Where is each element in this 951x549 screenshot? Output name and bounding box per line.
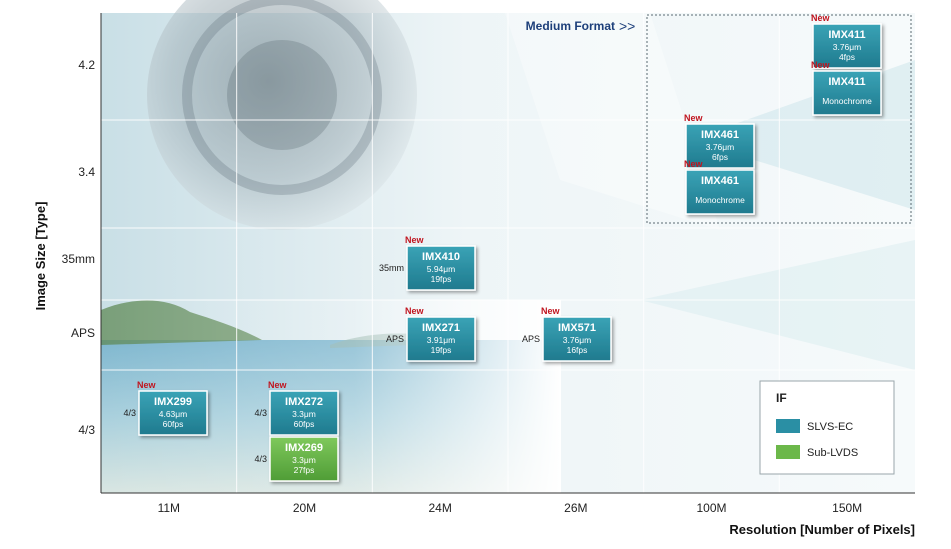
- axes: [100, 13, 915, 494]
- sensor-detail: 27fps: [294, 465, 315, 475]
- medium-format-box: [646, 14, 912, 224]
- sensor-size-label: 4/3: [254, 454, 267, 464]
- sensor-name: IMX272: [285, 396, 323, 408]
- new-badge: New: [137, 380, 157, 390]
- new-badge: New: [541, 306, 561, 316]
- sensor-detail: 19fps: [431, 274, 452, 284]
- sensor-name: IMX269: [285, 442, 323, 454]
- lens-ring-image: [182, 0, 382, 195]
- sensor-detail: 16fps: [567, 345, 588, 355]
- sensor-size-label: APS: [386, 334, 404, 344]
- sensor-detail: 3.76μm: [706, 142, 735, 152]
- y-tick-label: 4/3: [78, 423, 95, 437]
- legend-label: Sub-LVDS: [807, 447, 858, 459]
- sensor-box: IMX461 Monochrome New: [684, 159, 755, 215]
- sensor-marks: IMX4113.76μm4fpsNewIMX411MonochromeNewIM…: [123, 13, 882, 482]
- sensor-box-body: [542, 316, 612, 362]
- legend: IF SLVS-EC Sub-LVDS: [759, 380, 895, 475]
- x-tick-label: 150M: [832, 501, 862, 515]
- sensor-size-label: 4/3: [123, 408, 136, 418]
- sensor-box-body: [269, 390, 339, 436]
- sensor-detail: 3.3μm: [292, 409, 316, 419]
- sensor-box-body: [685, 123, 755, 169]
- sensor-name: IMX461: [701, 129, 739, 141]
- sensor-name: IMX299: [154, 396, 192, 408]
- new-badge: New: [405, 235, 425, 245]
- sensor-detail: 19fps: [431, 345, 452, 355]
- x-tick-label: 100M: [696, 501, 726, 515]
- sensor-name: IMX571: [558, 322, 596, 334]
- x-tick-label: 11M: [158, 501, 180, 515]
- sensor-detail: 60fps: [294, 419, 315, 429]
- y-tick-label: 35mm: [62, 252, 95, 266]
- sensor-box-body: [812, 70, 882, 116]
- sensor-box: IMX411 Monochrome New: [811, 60, 882, 116]
- new-badge: New: [405, 306, 425, 316]
- lens-core-image: [227, 40, 337, 150]
- sensor-detail: 6fps: [712, 152, 728, 162]
- medium-format-arrow: >>: [619, 18, 635, 34]
- y-tick-label: 4.2: [78, 58, 95, 72]
- legend-swatch: [776, 445, 800, 459]
- medium-format-region: Medium Format >>: [526, 14, 912, 224]
- sensor-detail: 3.3μm: [292, 455, 316, 465]
- sensor-detail: 3.76μm: [563, 335, 592, 345]
- sensor-size-label: 4/3: [254, 408, 267, 418]
- y-axis-ticks: 4.2 3.4 35mm APS 4/3: [62, 58, 96, 437]
- sensor-name: IMX411: [828, 76, 865, 88]
- sensor-detail: 3.76μm: [833, 42, 862, 52]
- sensor-box-body: [269, 436, 339, 482]
- camera-lens-image: [147, 0, 417, 230]
- sensor-name: IMX411: [828, 29, 865, 41]
- sensor-box-body: [406, 245, 476, 291]
- x-axis-ticks: 11M 20M 24M 26M 100M 150M: [158, 501, 863, 515]
- sensor-box-body: [812, 23, 882, 69]
- y-tick-label: 3.4: [78, 165, 95, 179]
- x-axis-title: Resolution [Number of Pixels]: [729, 522, 915, 537]
- legend-label: SLVS-EC: [807, 421, 853, 433]
- sensor-detail: 4fps: [839, 52, 855, 62]
- light-ray: [640, 240, 915, 370]
- new-badge: New: [684, 113, 704, 123]
- sensor-detail: 5.94μm: [427, 264, 456, 274]
- y-axis-title: Image Size [Type]: [33, 202, 48, 311]
- sensor-detail: Monochrome: [822, 96, 872, 106]
- sensor-name: IMX461: [701, 175, 739, 187]
- y-tick-label: APS: [71, 326, 95, 340]
- x-tick-label: 26M: [564, 501, 587, 515]
- legend-title: IF: [776, 391, 787, 405]
- sensor-box-body: [138, 390, 208, 436]
- sensor-name: IMX410: [422, 251, 460, 263]
- medium-format-label: Medium Format: [526, 19, 615, 33]
- new-badge: New: [811, 13, 831, 23]
- sensor-detail: 3.91μm: [427, 335, 456, 345]
- legend-swatch: [776, 419, 800, 433]
- new-badge: New: [268, 380, 288, 390]
- sensor-name: IMX271: [422, 322, 460, 334]
- x-tick-label: 24M: [428, 501, 451, 515]
- sensor-detail: Monochrome: [695, 195, 745, 205]
- sensor-box-body: [685, 169, 755, 215]
- new-badge: New: [684, 159, 704, 169]
- x-tick-label: 20M: [293, 501, 316, 515]
- new-badge: New: [811, 60, 831, 70]
- sensor-detail: 4.63μm: [159, 409, 188, 419]
- sensor-box-body: [406, 316, 476, 362]
- light-ray: [505, 13, 720, 230]
- sensor-detail: 60fps: [163, 419, 184, 429]
- sensor-size-label: 35mm: [379, 263, 404, 273]
- sensor-size-label: APS: [522, 334, 540, 344]
